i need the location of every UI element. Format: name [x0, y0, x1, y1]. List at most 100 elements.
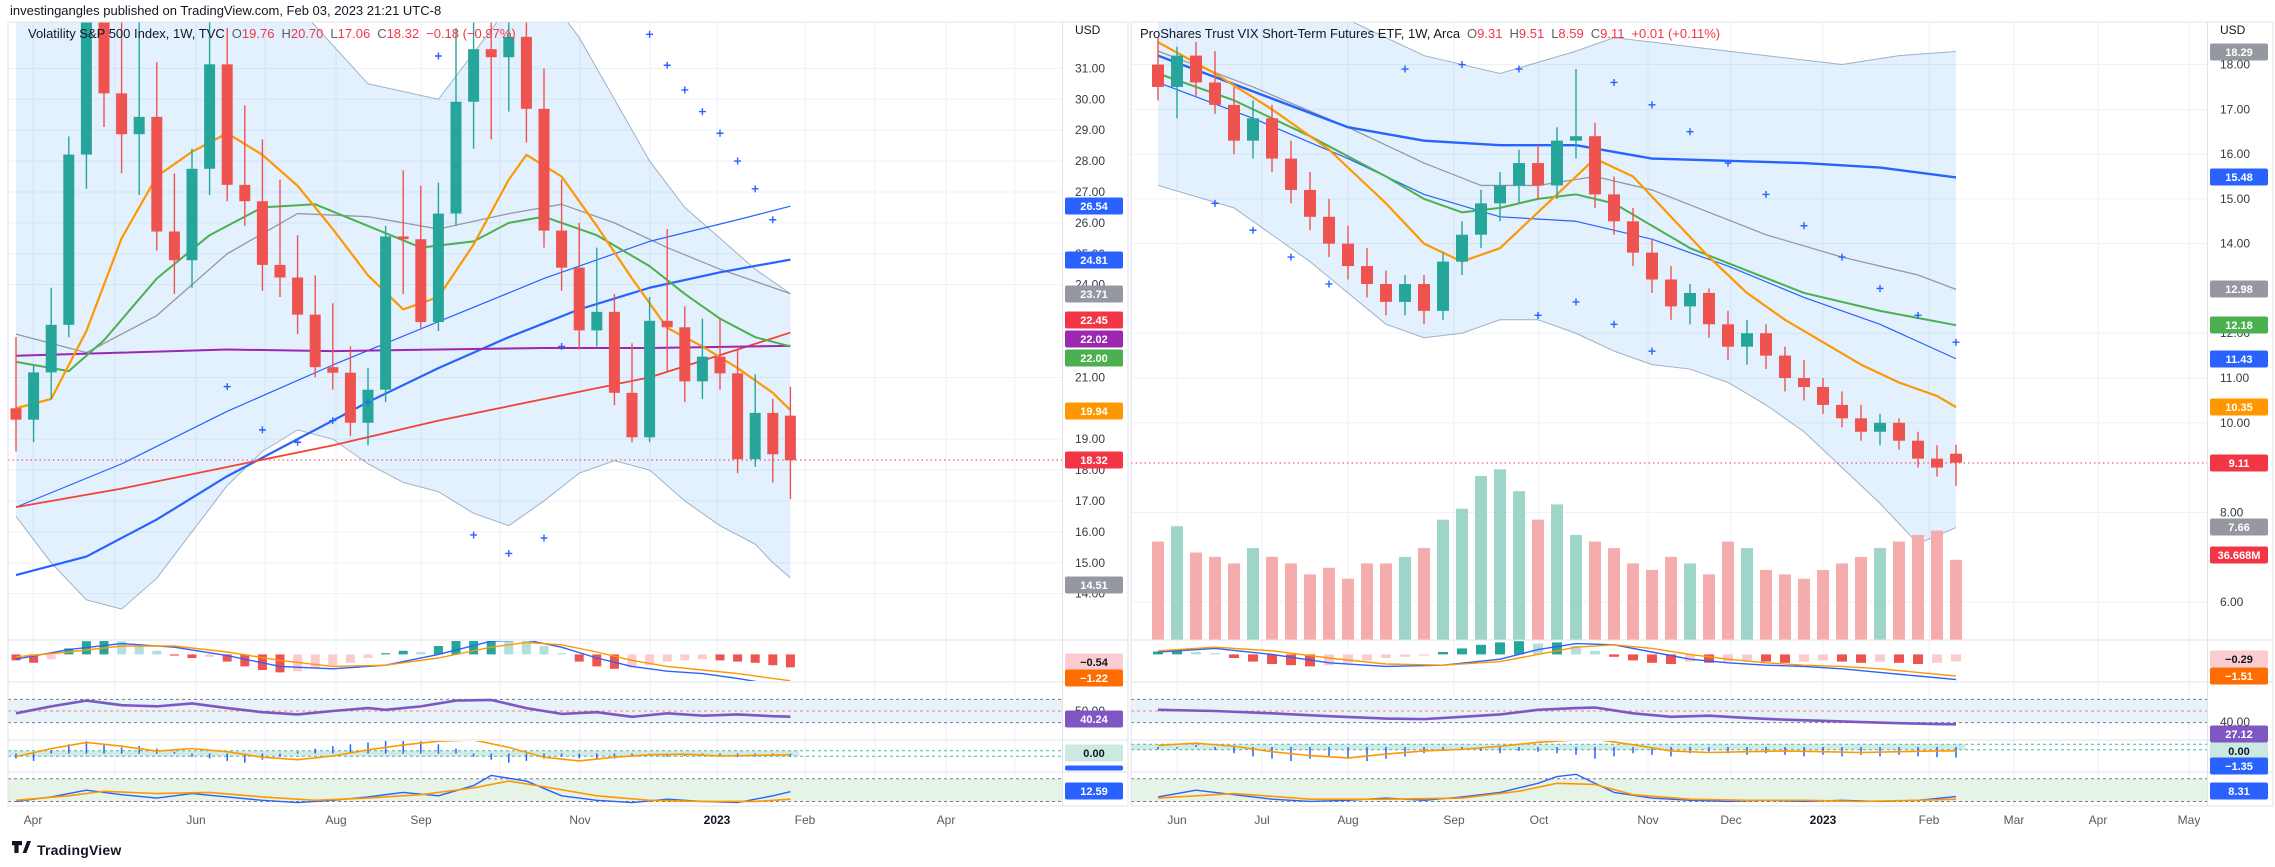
svg-text:8.00: 8.00: [2220, 505, 2244, 519]
svg-text:−0.54: −0.54: [1080, 657, 1109, 669]
svg-text:36.668M: 36.668M: [2218, 550, 2261, 562]
chart-canvas[interactable]: USD31.0030.0029.0028.0027.0026.0025.0024…: [0, 0, 2275, 845]
svg-text:15.48: 15.48: [2225, 172, 2253, 184]
axis-badge: [2210, 168, 2268, 186]
svg-text:29.00: 29.00: [1075, 123, 1105, 137]
svg-text:Sep: Sep: [1443, 813, 1465, 827]
indicator-pane-3: [1131, 773, 2207, 803]
tradingview-footer: TradingView: [12, 841, 121, 858]
left-ohlc-values: O19.76 H20.70 L17.06 C18.32 −0.18 (−0.97%): [231, 26, 516, 41]
axis-badge: [2210, 546, 2268, 564]
svg-text:12.98: 12.98: [2225, 284, 2253, 296]
time-axis[interactable]: Jun Jul Aug Sep Oct Nov Dec 2023 Feb Mar Apr May: [1167, 813, 2200, 827]
svg-text:28.00: 28.00: [1075, 154, 1105, 168]
axis-badge: [2210, 667, 2268, 685]
svg-text:Aug: Aug: [1337, 813, 1358, 827]
svg-text:16.00: 16.00: [1075, 525, 1105, 539]
axis-badge: [1065, 782, 1123, 800]
right-chart-title: ProShares Trust VIX Short-Term Futures E…: [1140, 26, 1720, 41]
svg-text:Apr: Apr: [24, 813, 43, 827]
indicator-pane-2: [8, 741, 1062, 763]
svg-text:27.00: 27.00: [1075, 185, 1105, 199]
svg-text:15.00: 15.00: [1075, 556, 1105, 570]
indicator-pane-0: [11, 641, 795, 681]
axis-badge: [2210, 316, 2268, 334]
svg-text:7.66: 7.66: [2228, 522, 2249, 534]
svg-text:24.81: 24.81: [1080, 255, 1108, 267]
svg-text:26.54: 26.54: [1080, 201, 1108, 213]
svg-text:Dec: Dec: [1720, 813, 1741, 827]
svg-text:23.71: 23.71: [1080, 289, 1108, 301]
svg-text:−1.22: −1.22: [1080, 673, 1108, 685]
volume-bars: [1152, 469, 1962, 640]
axis-badge: [2210, 725, 2268, 743]
svg-text:USD: USD: [1075, 23, 1101, 37]
axis-badge: [1065, 576, 1123, 594]
svg-text:−1.35: −1.35: [2225, 761, 2253, 773]
axis-badge: [1065, 285, 1123, 303]
bollinger-band: [15, 22, 791, 610]
axis-badge: [1065, 330, 1123, 348]
svg-text:Jun: Jun: [1167, 813, 1186, 827]
svg-text:6.00: 6.00: [2220, 595, 2244, 609]
svg-text:19.94: 19.94: [1080, 406, 1108, 418]
indicator-pane-1: [1131, 698, 2207, 726]
left-chart-title: Volatility S&P 500 Index, 1W, TVC O19.76 H…: [28, 26, 516, 41]
axis-badge: [1065, 744, 1123, 762]
svg-text:22.02: 22.02: [1080, 334, 1108, 346]
price-axis[interactable]: USD31.0030.0029.0028.0027.0026.0025.0024…: [1065, 23, 1123, 800]
borders: [7, 21, 1129, 807]
svg-text:Nov: Nov: [1637, 813, 1658, 827]
svg-text:21.00: 21.00: [1075, 370, 1105, 384]
svg-text:Apr: Apr: [2089, 813, 2108, 827]
axis-badge: [2210, 43, 2268, 61]
svg-text:17.00: 17.00: [2220, 102, 2250, 116]
axis-badge: [2210, 650, 2268, 668]
svg-text:2023: 2023: [704, 813, 731, 827]
indicator-pane-3: [8, 774, 1062, 804]
axis-badge: [1065, 669, 1123, 687]
right-symbol: ProShares Trust VIX Short-Term Futures E…: [1140, 26, 1461, 41]
axis-badge: [1065, 197, 1123, 215]
svg-text:11.43: 11.43: [2226, 354, 2253, 366]
svg-text:17.00: 17.00: [1075, 494, 1105, 508]
svg-text:14.00: 14.00: [2220, 237, 2250, 251]
axis-badge: [1065, 451, 1123, 469]
svg-text:8.31: 8.31: [2228, 786, 2249, 798]
svg-text:−0.29: −0.29: [2225, 654, 2253, 666]
svg-text:19.00: 19.00: [1075, 432, 1105, 446]
svg-text:9.11: 9.11: [2229, 458, 2250, 470]
tradingview-logo-icon: [12, 841, 31, 853]
svg-text:Jun: Jun: [186, 813, 205, 827]
axis-badge: [2210, 350, 2268, 368]
svg-text:22.00: 22.00: [1080, 353, 1108, 365]
axis-badge: [1065, 710, 1123, 728]
svg-text:10.35: 10.35: [2225, 402, 2253, 414]
axis-badge: [2210, 398, 2268, 416]
svg-text:Feb: Feb: [1919, 813, 1940, 827]
svg-text:18.00: 18.00: [2220, 58, 2250, 72]
svg-text:16.00: 16.00: [2220, 147, 2250, 161]
svg-text:Nov: Nov: [569, 813, 590, 827]
svg-text:2023: 2023: [1810, 813, 1837, 827]
panel-left: USD31.0030.0029.0028.0027.0026.0025.0024…: [7, 21, 1129, 827]
svg-text:Sep: Sep: [410, 813, 432, 827]
svg-text:Aug: Aug: [325, 813, 346, 827]
left-symbol: Volatility S&P 500 Index, 1W, TVC: [28, 26, 225, 41]
price-axis[interactable]: USD18.0017.0016.0015.0014.0012.0011.0010…: [2210, 23, 2268, 800]
svg-text:0.00: 0.00: [1083, 748, 1104, 760]
borders: [1130, 21, 2274, 807]
axis-badge: [2210, 454, 2268, 472]
svg-text:27.12: 27.12: [2225, 729, 2253, 741]
axis-badge: [2210, 280, 2268, 298]
tradingview-brand: TradingView: [37, 841, 122, 858]
time-axis[interactable]: Apr Jun Aug Sep Nov 2023 Feb Apr: [24, 813, 956, 827]
svg-text:Mar: Mar: [2004, 813, 2025, 827]
axis-badge: [2210, 518, 2268, 536]
candles: [10, 22, 796, 500]
svg-text:30.00: 30.00: [1075, 92, 1105, 106]
axis-badge: [1065, 402, 1123, 420]
axis-badge: [1065, 765, 1123, 771]
bollinger-band: [1157, 22, 1957, 545]
